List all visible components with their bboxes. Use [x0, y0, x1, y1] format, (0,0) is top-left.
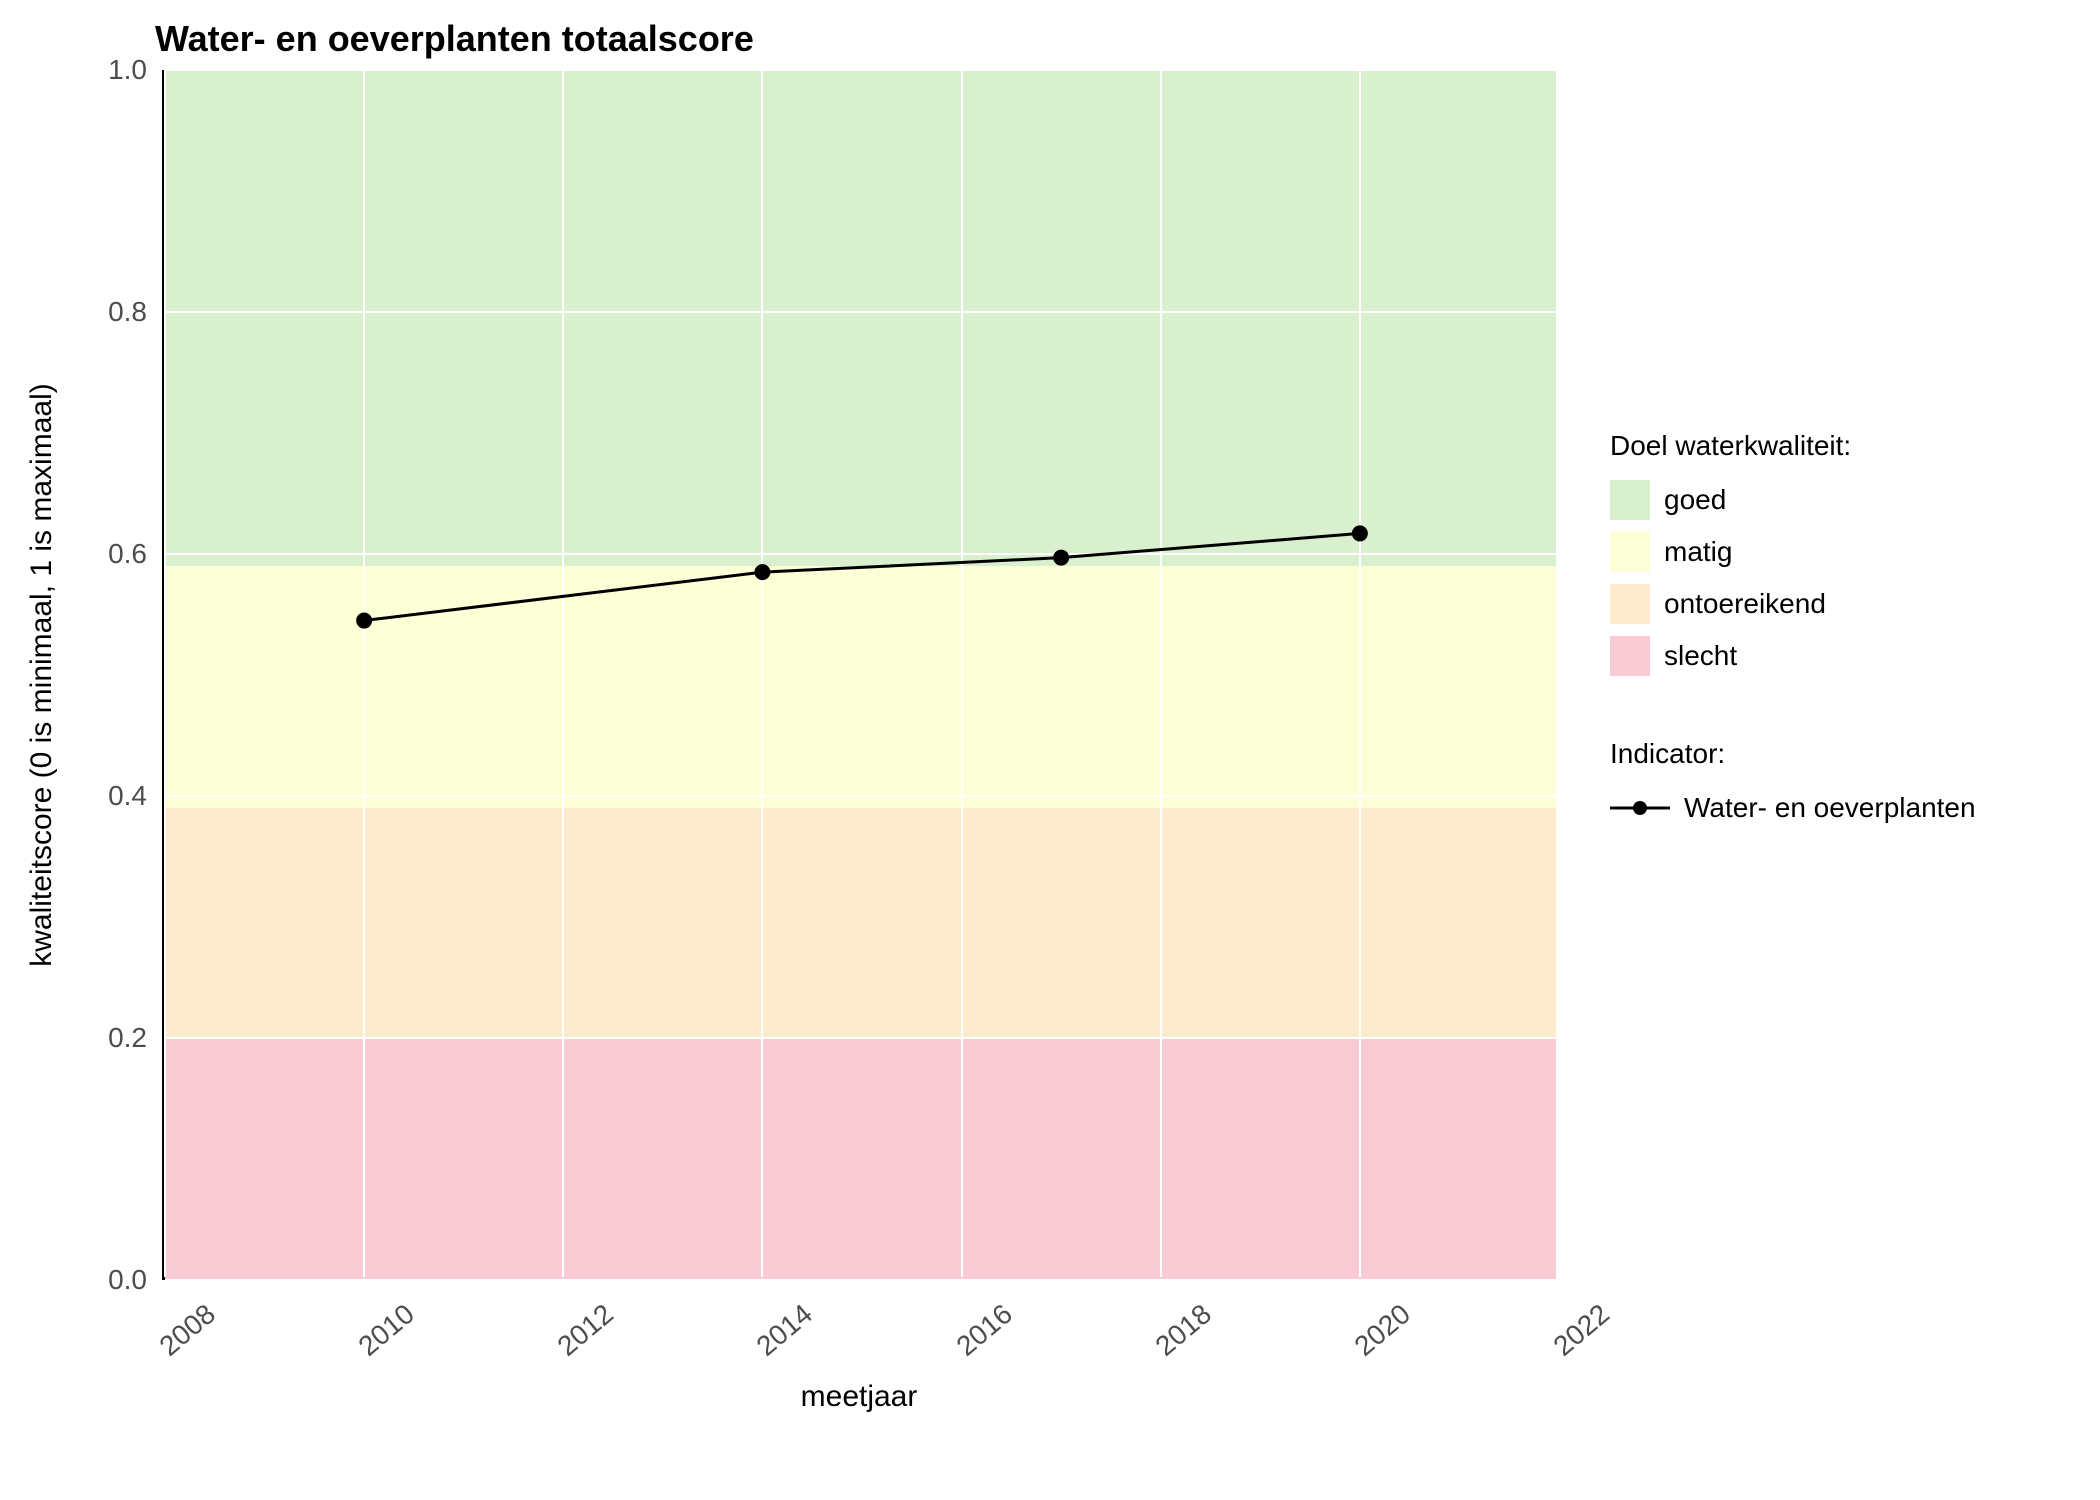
legend-title-indicator: Indicator: [1610, 738, 1976, 770]
legend-item-goed: goed [1610, 480, 1976, 520]
x-tick-label: 2020 [1348, 1298, 1416, 1363]
legend-title-quality: Doel waterkwaliteit: [1610, 430, 1976, 462]
y-tick-label: 0.4 [87, 780, 147, 812]
data-point [754, 564, 770, 580]
x-tick-label: 2010 [353, 1298, 421, 1363]
x-tick-label: 2022 [1547, 1298, 1615, 1363]
data-point [1352, 525, 1368, 541]
legend-item-ontoereikend: ontoereikend [1610, 584, 1976, 624]
y-tick-label: 0.2 [87, 1022, 147, 1054]
chart-title: Water- en oeverplanten totaalscore [155, 18, 754, 60]
y-tick-label: 1.0 [87, 54, 147, 86]
legend-label: slecht [1664, 640, 1737, 672]
x-axis-label: meetjaar [801, 1380, 918, 1414]
data-point [1053, 550, 1069, 566]
x-tick-label: 2016 [950, 1298, 1018, 1363]
legend-label: ontoereikend [1664, 588, 1826, 620]
x-tick-label: 2014 [751, 1298, 819, 1363]
legend-label: goed [1664, 484, 1726, 516]
legend-swatch [1610, 532, 1650, 572]
legend: Doel waterkwaliteit: goed matig ontoereiken… [1610, 430, 1976, 840]
legend-label: Water- en oeverplanten [1684, 792, 1976, 824]
legend-swatch [1610, 636, 1650, 676]
chart-container: Water- en oeverplanten totaalscore kwali… [0, 0, 2100, 1500]
legend-line-swatch [1610, 788, 1670, 828]
legend-item-indicator: Water- en oeverplanten [1610, 788, 1976, 828]
legend-label: matig [1664, 536, 1732, 568]
series-line [165, 70, 1559, 1280]
y-axis-label: kwaliteitscore (0 is minimaal, 1 is maxi… [25, 383, 59, 966]
x-tick-label: 2018 [1149, 1298, 1217, 1363]
x-tick-label: 2012 [552, 1298, 620, 1363]
legend-swatch [1610, 584, 1650, 624]
legend-swatch [1610, 480, 1650, 520]
y-tick-label: 0.6 [87, 538, 147, 570]
x-tick-label: 2008 [153, 1298, 221, 1363]
legend-item-slecht: slecht [1610, 636, 1976, 676]
legend-item-matig: matig [1610, 532, 1976, 572]
y-tick-label: 0.8 [87, 296, 147, 328]
y-tick-label: 0.0 [87, 1264, 147, 1296]
data-point [356, 613, 372, 629]
plot-area [162, 70, 1556, 1280]
